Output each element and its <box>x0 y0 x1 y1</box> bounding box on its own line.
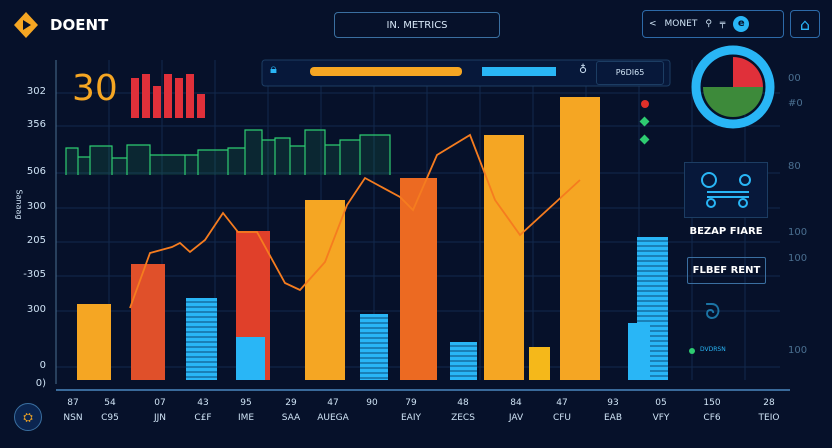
x-tick-label: 95 <box>240 398 252 408</box>
y-tick-label: 302 <box>26 86 46 97</box>
share-icon[interactable]: < <box>649 19 657 29</box>
y-tick-label: 356 <box>26 119 46 130</box>
x-tick-label: 84 <box>510 398 522 408</box>
toolbar: < MONET ⚲ ╤ e <box>642 10 784 38</box>
right-tick-label: #0 <box>788 98 803 109</box>
mini-bar <box>153 86 161 118</box>
brand[interactable]: DOENT <box>14 12 108 38</box>
x-tick-label: ZECS <box>451 413 475 423</box>
card-button[interactable]: FLBEF RENT <box>687 257 766 284</box>
mini-bar <box>175 78 183 118</box>
x-tick-label: 90 <box>366 398 378 408</box>
mini-bar <box>186 74 194 118</box>
x-tick-label: SAA <box>281 413 301 423</box>
brand-name: DOENT <box>50 16 109 34</box>
x-tick-label: 87 <box>67 398 79 408</box>
x-tick-label: EAB <box>603 413 623 423</box>
card-label: BEZAP FIARE <box>689 226 763 237</box>
sparkline <box>65 129 391 175</box>
progress-bar-orange <box>310 67 462 76</box>
device-card-image[interactable] <box>684 162 768 218</box>
pin-icon: ♁ <box>579 63 588 76</box>
progress-bar-blue <box>482 67 556 76</box>
network-icon <box>701 172 751 208</box>
bar <box>560 97 600 380</box>
x-tick-label: 07 <box>154 398 166 408</box>
right-tick-label: 100 <box>788 227 808 238</box>
x-tick-label: 79 <box>405 398 417 408</box>
x-tick-label: IME <box>237 413 255 423</box>
y-tick-label: 300 <box>26 201 46 212</box>
bar <box>186 298 217 380</box>
bar-overlay <box>236 337 265 380</box>
donut-slice <box>703 57 733 87</box>
bar <box>305 200 345 380</box>
x-tick-label: TEIO <box>758 413 780 423</box>
legend-dot <box>689 348 695 354</box>
bar-overlay <box>628 323 650 380</box>
y-tick-label: 0) <box>35 378 46 389</box>
sketch-icon: ᘐ <box>705 300 721 325</box>
x-tick-label: VFY <box>652 413 670 423</box>
mini-bar <box>164 74 172 118</box>
x-tick-label: EAIY <box>401 413 421 423</box>
bar <box>400 178 437 380</box>
x-tick-label: 47 <box>327 398 339 408</box>
x-tick-label: JJN <box>153 413 167 423</box>
mini-bar <box>197 94 205 118</box>
x-tick-label: AUEGA <box>317 413 349 423</box>
x-tick-label: 05 <box>655 398 667 408</box>
toolbar-label[interactable]: MONET <box>664 19 698 29</box>
y-tick-label: 205 <box>26 235 46 246</box>
x-tick-label: C£F <box>194 413 212 423</box>
x-tick-label: 48 <box>457 398 469 408</box>
legend-label: DVDRSN <box>700 346 726 353</box>
bar <box>529 347 550 380</box>
bar <box>484 135 524 380</box>
kpi-value: 30 <box>72 68 118 109</box>
lock-icon: 🔒︎ <box>270 62 277 77</box>
mini-bar <box>142 74 150 118</box>
filter-icon[interactable]: ╤ <box>719 19 726 29</box>
x-tick-label: 28 <box>763 398 775 408</box>
x-tick-label: 47 <box>556 398 568 408</box>
right-tick-label: 100 <box>788 253 808 264</box>
x-tick-label: JAV <box>508 413 524 423</box>
y-tick-label: 506 <box>26 166 46 177</box>
bar <box>360 314 388 380</box>
right-tick-label: 80 <box>788 161 801 172</box>
right-tick-label: 00 <box>788 73 801 84</box>
y-tick-label: 0 <box>39 360 46 371</box>
donut-slice <box>733 57 763 87</box>
x-tick-label: CF6 <box>703 413 721 423</box>
profile-icon[interactable]: ⌂ <box>790 10 820 38</box>
y-tick-label: -305 <box>23 269 46 280</box>
chart-settings-icon[interactable]: ⛭ <box>14 403 42 431</box>
x-tick-label: 43 <box>197 398 209 408</box>
bar <box>77 304 111 380</box>
legend-dot-red <box>641 100 649 108</box>
panel-label[interactable]: P6DI65 <box>596 61 664 85</box>
x-tick-label: NSN <box>63 413 83 423</box>
mini-bar <box>131 78 139 118</box>
x-tick-label: 29 <box>285 398 297 408</box>
bar <box>131 264 165 380</box>
right-tick-label: 100 <box>788 345 808 356</box>
user-icon[interactable]: ⚲ <box>705 19 712 29</box>
x-tick-label: 54 <box>104 398 116 408</box>
donut-slice <box>703 87 763 117</box>
x-tick-label: C95 <box>101 413 119 423</box>
donut-ring <box>691 45 775 129</box>
x-tick-label: CFU <box>552 413 572 423</box>
y-tick-label: 300 <box>26 304 46 315</box>
x-tick-label: 93 <box>607 398 619 408</box>
top-panel <box>261 59 671 87</box>
x-tick-label: 150 <box>703 398 721 408</box>
trend-line <box>129 133 581 309</box>
globe-icon[interactable]: e <box>733 16 750 32</box>
page-title: IN. METRICS <box>334 12 500 38</box>
